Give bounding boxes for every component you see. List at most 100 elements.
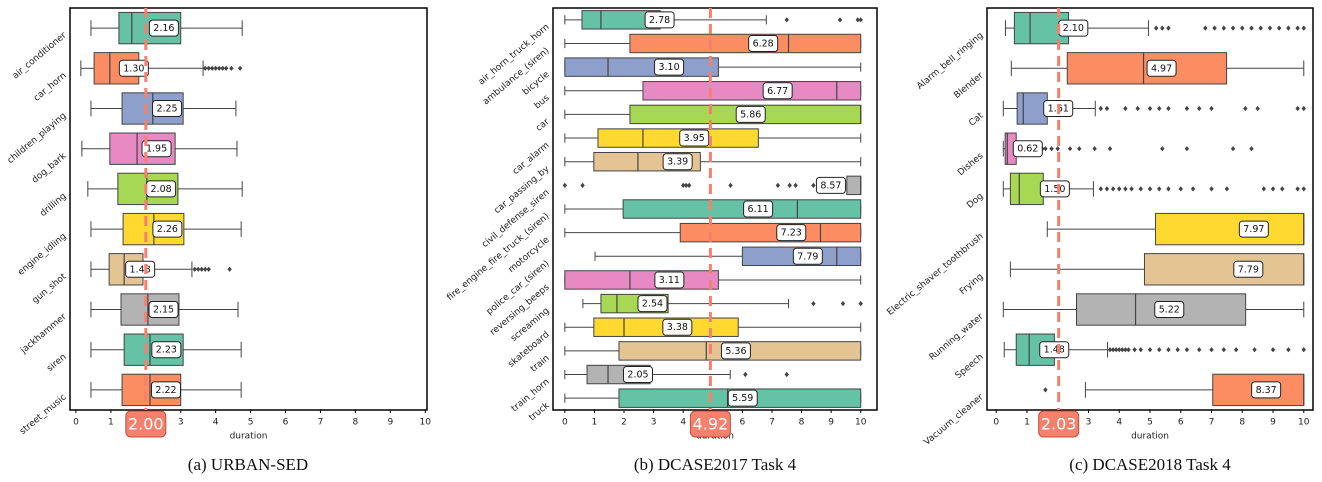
x-tick-label: 5 [1147,418,1153,428]
category-label: Blender [952,71,985,101]
mean-badge-label: 2.03 [1041,415,1077,434]
outlier [743,371,748,378]
box [642,81,862,101]
mean-label-box [125,260,156,278]
plot-frame [69,7,428,411]
category-label: street_music [18,392,68,437]
mean-label-box [1012,140,1043,158]
outlier [1270,186,1276,192]
mean-label: 7.97 [1243,224,1264,235]
mean-label-box [1238,220,1269,238]
mean-label: 2.08 [151,184,172,195]
mean-badge-label: 4.92 [693,415,729,434]
outlier [1233,347,1239,353]
outlier [1110,186,1116,192]
category-label: bus [533,93,552,111]
box [846,175,862,196]
mean-label-box [148,19,179,37]
mean-label: 1.30 [123,63,144,74]
x-tick-label: 1 [108,418,114,428]
outlier [1160,25,1165,31]
mean-label-box [1154,301,1185,318]
outlier [1120,347,1125,353]
mean-label-box [637,295,668,313]
mean-label-box [654,271,685,289]
outlier [1295,25,1300,31]
outlier [1243,105,1248,112]
outlier [1092,146,1097,152]
outlier [220,65,225,71]
outlier [1301,25,1306,31]
mean-label-box [152,100,183,117]
outlier [1209,186,1214,192]
mean-label: 2.15 [153,305,174,316]
outlier [1160,146,1165,152]
category-label: Electric_shaver_toothbrush [886,232,986,318]
mean-label: 7.23 [781,228,802,239]
caption: (c) DCASE2018 Task 4 [1069,455,1231,474]
outlier [775,182,781,188]
outlier [1147,186,1153,192]
box [1155,212,1305,246]
category-label: dog_bark [30,151,69,186]
outlier [216,65,222,71]
mean-label-box [148,301,179,318]
outlier [229,65,234,71]
outlier [728,182,733,188]
outlier [223,65,229,71]
outlier [206,266,211,272]
outlier [855,17,860,23]
outlier [1209,105,1214,112]
mean-badge-label: 2.00 [128,415,164,434]
outlier [1104,105,1110,112]
x-tick-label: 6 [283,418,289,428]
mean-label: 1.95 [146,144,167,155]
outlier [1252,347,1257,353]
category-label: Vacuum_cleaner [922,392,985,447]
outlier [1117,347,1122,353]
mean-label-box [679,129,710,147]
outlier [1295,105,1300,112]
box [629,33,862,54]
outlier [1184,105,1190,112]
category-label: gun_shot [31,272,69,306]
mean-label-box [152,220,183,238]
outlier [1270,347,1276,353]
category-label: train [529,353,551,374]
x-tick-label: 7 [769,418,775,428]
outlier [1123,347,1128,353]
outlier [1184,347,1190,353]
x-tick-label: 5 [248,418,254,428]
x-axis-label: duration [230,432,268,442]
caption: (b) DCASE2017 Task 4 [634,455,797,474]
mean-label-box [1039,180,1070,198]
mean-label: 1.48 [130,264,151,275]
x-tick-label: 10 [855,418,867,428]
mean-label-box [151,341,182,359]
mean-label: 5.22 [1159,305,1180,316]
mean-badge [125,410,167,438]
category-label: Speech [954,352,986,381]
mean-label: 2.54 [642,299,663,310]
outlier [1138,347,1143,353]
x-axis-label: duration [1131,432,1169,442]
x-tick-label: 4 [213,418,219,428]
outlier [811,182,816,188]
outlier [1255,105,1260,112]
mean-label-box [776,224,807,242]
outlier [1166,25,1171,31]
x-tick-label: 9 [828,418,834,428]
box [1009,172,1044,206]
outlier [787,182,792,188]
x-tick-label: 4 [1116,418,1122,428]
outlier [1166,186,1171,192]
outlier [1132,347,1137,353]
outlier [1113,347,1119,353]
outlier [1197,347,1202,353]
outlier [580,182,585,188]
outlier [1098,186,1103,192]
outlier [1197,105,1202,112]
outlier [1123,186,1128,192]
outlier [686,182,692,188]
x-tick-label: 8 [1239,418,1245,428]
